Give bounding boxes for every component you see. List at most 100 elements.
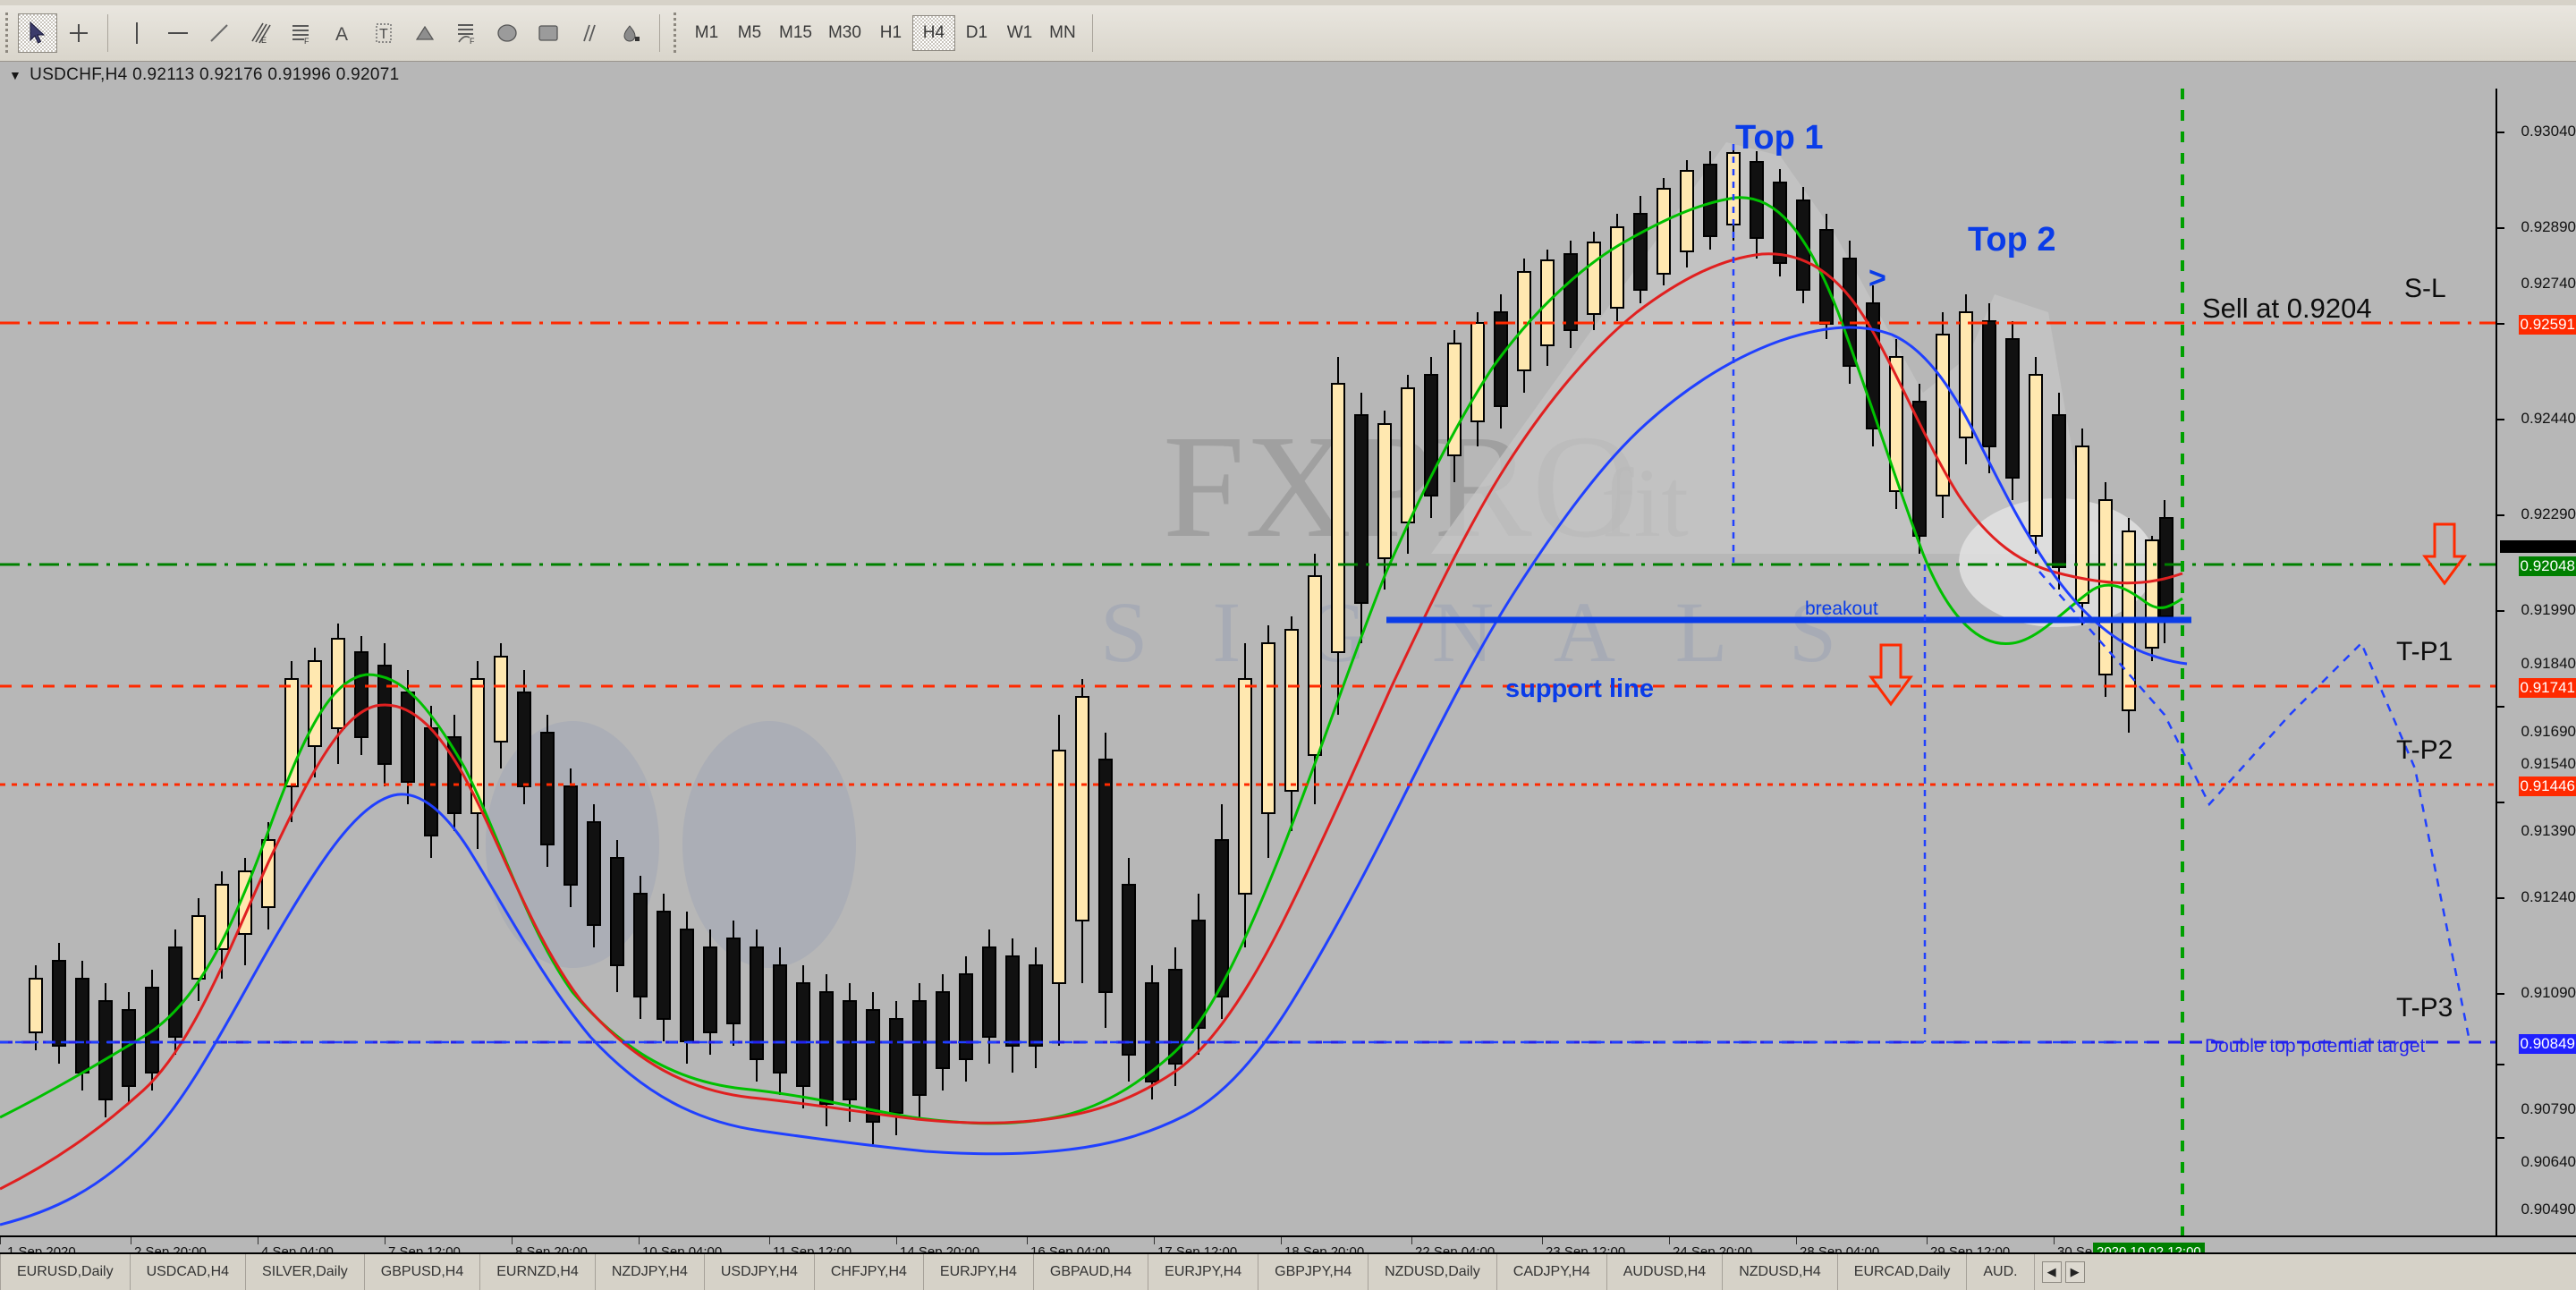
timeframe-h4[interactable]: H4 (911, 15, 955, 51)
chart-tab-eurusd-daily[interactable]: EURUSD,Daily (0, 1254, 131, 1290)
double-top-shading (1431, 142, 2174, 554)
chart-tab-gbpaud-h4[interactable]: GBPAUD,H4 (1034, 1254, 1149, 1290)
chart-tab-aud-truncated[interactable]: AUD. (1967, 1254, 2035, 1290)
price-tick: 0.90640 (2521, 1153, 2576, 1170)
price-tick: 0.90790 (2521, 1100, 2576, 1117)
price-plot[interactable]: FXPRO fit S I G N A L S (0, 89, 2496, 1235)
price-axis[interactable]: 0.93040 0.92890 0.92740 0.92440 0.92290 … (2496, 89, 2576, 1266)
svg-text:T: T (379, 27, 388, 42)
horizontal-line-tool[interactable] (158, 13, 198, 53)
price-tick: 0.91990 (2521, 601, 2576, 618)
arrow-up-tool[interactable] (405, 13, 445, 53)
top-1-label: Top 1 (1735, 119, 1824, 157)
text-label-tool[interactable]: T (364, 13, 403, 53)
fibonacci-arc-tool[interactable]: F (446, 13, 486, 53)
drawing-toolbar: E F A T F (0, 5, 2576, 62)
double-top-target-label: Double top potential target (2205, 1036, 2426, 1057)
fibonacci-retracement-tool[interactable]: F (282, 13, 321, 53)
ellipse-tool[interactable] (487, 13, 527, 53)
chart-info-bar: ▼ USDCHF,H4 0.92113 0.92176 0.91996 0.92… (0, 62, 2576, 89)
chart-tab-eurnzd-h4[interactable]: EURNZD,H4 (480, 1254, 596, 1290)
chart-tab-usdcad-h4[interactable]: USDCAD,H4 (131, 1254, 247, 1290)
cursor-tool[interactable] (18, 13, 57, 53)
price-tick: 0.91840 (2521, 655, 2576, 672)
chart-tab-nzdjpy-h4[interactable]: NZDJPY,H4 (596, 1254, 705, 1290)
chart-tab-nzdusd-h4[interactable]: NZDUSD,H4 (1723, 1254, 1838, 1290)
toolbar-grip[interactable] (4, 13, 12, 54)
breakout-label: breakout (1805, 598, 1878, 619)
trendline-tool[interactable] (199, 13, 239, 53)
timeframe-m1[interactable]: M1 (694, 23, 719, 42)
chart-window: ▼ USDCHF,H4 0.92113 0.92176 0.91996 0.92… (0, 62, 2576, 1271)
crosshair-tool[interactable] (59, 13, 98, 53)
timeframe-m5[interactable]: M5 (737, 23, 762, 42)
timeframe-grip[interactable] (672, 13, 680, 54)
chart-tab-eurcad-daily[interactable]: EURCAD,Daily (1838, 1254, 1968, 1290)
target-3-badge: 0.90849 (2518, 1034, 2576, 1054)
chevron-down-icon[interactable]: ▼ (9, 68, 22, 82)
chart-tab-gbpjpy-h4[interactable]: GBPJPY,H4 (1258, 1254, 1369, 1290)
breakout-arrow-icon (1868, 643, 1913, 707)
svg-text:F: F (304, 37, 309, 45)
price-tick: 0.93040 (2521, 123, 2576, 140)
chart-tab-nzdusd-daily[interactable]: NZDUSD,Daily (1368, 1254, 1497, 1290)
bearish-candle-bodies (52, 161, 2174, 1123)
vertical-line-tool[interactable] (117, 13, 157, 53)
timeframe-w1[interactable]: W1 (1006, 23, 1033, 42)
chart-tab-silver-daily[interactable]: SILVER,Daily (246, 1254, 365, 1290)
ma-mid-red (0, 252, 2183, 1191)
timeframe-m15[interactable]: M15 (779, 23, 812, 42)
timeframe-mn[interactable]: MN (1049, 23, 1076, 42)
take-profit-1-badge: 0.91741 (2518, 678, 2576, 698)
rectangle-tool[interactable] (529, 13, 568, 53)
object-list-tool[interactable] (611, 13, 650, 53)
chart-tab-eurjpy-h4-2[interactable]: EURJPY,H4 (1148, 1254, 1259, 1290)
price-tick: 0.91240 (2521, 888, 2576, 905)
stop-loss-label: S-L (2404, 274, 2446, 303)
chart-tab-audusd-h4[interactable]: AUDUSD,H4 (1607, 1254, 1724, 1290)
price-tick: 0.91540 (2521, 755, 2576, 772)
equidistant-channel-tool[interactable]: E (241, 13, 280, 53)
candlestick-chart[interactable] (0, 89, 2496, 1235)
chart-tab-gbpusd-h4[interactable]: GBPUSD,H4 (365, 1254, 481, 1290)
price-tick: 0.92440 (2521, 410, 2576, 427)
sell-signal-label: Sell at 0.9204 (2202, 293, 2372, 324)
svg-text:F: F (470, 37, 475, 45)
ma-slow-blue (0, 326, 2188, 1226)
bid-price-badge: 0.92048 (2518, 556, 2576, 576)
chevron-marker: > (1868, 261, 1886, 295)
cycle-lines-tool[interactable] (570, 13, 609, 53)
price-tick: 0.91390 (2521, 822, 2576, 839)
toolbar-separator-2 (659, 14, 660, 52)
price-tick: 0.91690 (2521, 723, 2576, 740)
svg-text:A: A (335, 24, 348, 44)
tab-prev-button[interactable]: ◀ (2041, 1261, 2062, 1283)
price-tick: 0.91090 (2521, 984, 2576, 1001)
svg-text:E: E (261, 36, 267, 45)
price-tick: 0.90490 (2521, 1201, 2576, 1218)
chart-tab-cadjpy-h4[interactable]: CADJPY,H4 (1497, 1254, 1607, 1290)
timeframe-h1[interactable]: H1 (879, 23, 902, 42)
take-profit-1-label: T-P1 (2396, 637, 2453, 666)
timeframe-m30[interactable]: M30 (827, 23, 861, 42)
chart-tab-bar[interactable]: EURUSD,Daily USDCAD,H4 SILVER,Daily GBPU… (0, 1252, 2576, 1290)
projected-price-path (2038, 571, 2470, 1038)
timeframe-d1[interactable]: D1 (965, 23, 988, 42)
take-profit-2-badge: 0.91446 (2518, 777, 2576, 796)
support-line-label: support line (1505, 675, 1654, 703)
chart-info-text: USDCHF,H4 0.92113 0.92176 0.91996 0.9207… (30, 65, 400, 84)
sell-arrow-icon (2422, 522, 2467, 586)
price-tick: 0.92890 (2521, 218, 2576, 235)
price-tick: 0.92290 (2521, 505, 2576, 522)
stop-loss-badge: 0.92591 (2518, 315, 2576, 335)
take-profit-2-label: T-P2 (2396, 735, 2453, 765)
chart-tab-usdjpy-h4[interactable]: USDJPY,H4 (705, 1254, 815, 1290)
chart-tab-chfjpy-h4[interactable]: CHFJPY,H4 (815, 1254, 924, 1290)
tab-nav-buttons: ◀ ▶ (2035, 1254, 2092, 1290)
toolbar-separator-3 (1091, 14, 1093, 52)
text-tool[interactable]: A (323, 13, 362, 53)
tab-next-button[interactable]: ▶ (2064, 1261, 2085, 1283)
chart-tab-eurjpy-h4[interactable]: EURJPY,H4 (924, 1254, 1034, 1290)
toolbar-separator (107, 14, 108, 52)
